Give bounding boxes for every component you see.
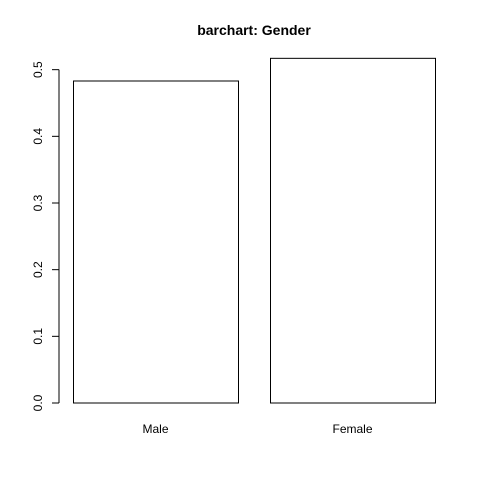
bar-female: [270, 57, 436, 404]
bars: [73, 57, 436, 404]
category-label-male: Male: [142, 422, 168, 436]
y-tick-label: 0.0: [31, 394, 45, 411]
category-label-female: Female: [332, 422, 372, 436]
y-axis: 0.0 0.1 0.2 0.3 0.4 0.5: [31, 61, 60, 411]
y-tick-label: 0.5: [31, 61, 45, 78]
chart-title: barchart: Gender: [197, 22, 311, 38]
bar-male: [73, 80, 239, 404]
y-tick-label: 0.3: [31, 194, 45, 211]
y-tick-label: 0.2: [31, 261, 45, 278]
y-tick-label: 0.1: [31, 328, 45, 345]
x-axis-labels: Male Female: [142, 422, 372, 436]
y-tick-label: 0.4: [31, 128, 45, 145]
